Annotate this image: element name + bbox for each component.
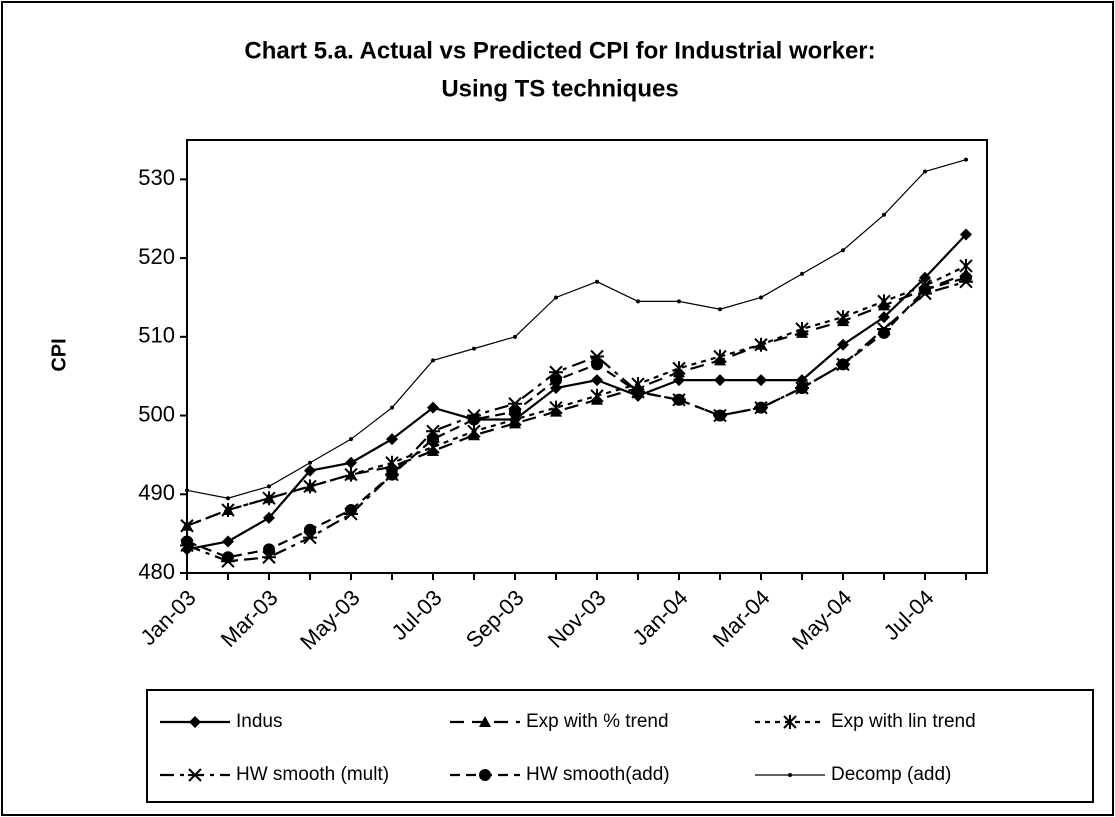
marker-asterisk [836, 310, 850, 325]
marker-diamond [304, 464, 316, 477]
legend-label: Indus [236, 711, 282, 732]
marker-dot [841, 248, 845, 253]
marker-diamond [345, 456, 357, 469]
marker-dot [800, 271, 804, 276]
marker-diamond [591, 374, 603, 387]
series-line [186, 264, 967, 527]
marker-diamond [386, 433, 398, 446]
marker-diamond [878, 311, 890, 324]
marker-circle [345, 504, 357, 517]
marker-triangle [479, 716, 491, 727]
marker-asterisk [221, 503, 235, 518]
marker-asterisk [549, 400, 563, 415]
series-line [186, 276, 967, 559]
marker-asterisk [877, 294, 891, 309]
marker-asterisk [303, 479, 317, 494]
marker-dot [226, 496, 230, 501]
marker-diamond [714, 374, 726, 387]
marker-circle [837, 358, 849, 371]
series-line [186, 233, 967, 551]
marker-diamond [755, 374, 767, 387]
marker-circle [509, 405, 521, 418]
marker-dot [882, 212, 886, 217]
marker-dot [267, 484, 271, 489]
marker-asterisk [672, 361, 686, 376]
legend-box [146, 689, 1094, 803]
marker-circle [550, 374, 562, 387]
marker-star [188, 768, 202, 782]
marker-dot [554, 295, 558, 300]
marker-dot [718, 307, 722, 312]
legend-label: HW smooth(add) [526, 764, 670, 785]
marker-dot [349, 437, 353, 442]
marker-dot [390, 405, 394, 410]
marker-circle [796, 381, 808, 394]
marker-asterisk [754, 337, 768, 352]
marker-dot [308, 460, 312, 465]
series-line [186, 159, 967, 499]
y-tick-label: 500 [138, 401, 175, 426]
y-tick-label: 480 [138, 559, 175, 584]
marker-circle [479, 769, 491, 781]
marker-diamond [263, 511, 275, 524]
marker-asterisk [959, 258, 973, 273]
marker-diamond [189, 716, 201, 728]
y-tick-label: 510 [138, 323, 175, 348]
marker-dot [595, 279, 599, 284]
legend-label: Decomp (add) [831, 764, 951, 785]
chart-title: Using TS techniques [441, 75, 678, 102]
marker-circle [304, 523, 316, 536]
marker-asterisk [180, 518, 194, 533]
series-line [186, 272, 967, 527]
legend-label: HW smooth (mult) [236, 764, 389, 785]
marker-dot [185, 488, 189, 493]
legend-label: Exp with % trend [526, 711, 669, 732]
chart-title: Chart 5.a. Actual vs Predicted CPI for I… [244, 37, 875, 64]
marker-circle [468, 413, 480, 426]
marker-dot [677, 299, 681, 304]
marker-dot [923, 169, 927, 174]
marker-dot [759, 295, 763, 300]
marker-diamond [919, 271, 931, 284]
marker-circle [878, 326, 890, 339]
marker-asterisk [783, 715, 797, 729]
marker-circle [222, 551, 234, 564]
marker-diamond [427, 401, 439, 414]
legend-label: Exp with lin trend [831, 711, 976, 732]
marker-asterisk [713, 349, 727, 364]
marker-asterisk [590, 388, 604, 403]
plot-area [186, 139, 988, 574]
marker-asterisk [344, 467, 358, 482]
marker-dot [431, 358, 435, 363]
marker-dot [513, 334, 517, 339]
marker-circle [591, 358, 603, 371]
y-axis-title: CPI [48, 338, 70, 371]
marker-circle [427, 433, 439, 446]
marker-dot [788, 773, 792, 777]
marker-asterisk [467, 424, 481, 439]
marker-circle [181, 535, 193, 548]
marker-circle [673, 393, 685, 406]
marker-diamond [960, 228, 972, 241]
marker-asterisk [385, 455, 399, 470]
marker-diamond [222, 535, 234, 548]
marker-circle [919, 283, 931, 296]
marker-circle [632, 385, 644, 398]
marker-circle [263, 543, 275, 556]
marker-circle [714, 409, 726, 422]
y-tick-label: 490 [138, 480, 175, 505]
marker-asterisk [795, 321, 809, 336]
marker-dot [636, 299, 640, 304]
y-tick-label: 530 [138, 165, 175, 190]
marker-circle [755, 401, 767, 414]
marker-circle [386, 468, 398, 481]
marker-asterisk [262, 491, 276, 506]
marker-circle [960, 271, 972, 284]
marker-diamond [837, 338, 849, 351]
marker-dot [964, 157, 968, 162]
y-tick-label: 520 [138, 244, 175, 269]
marker-dot [472, 346, 476, 351]
